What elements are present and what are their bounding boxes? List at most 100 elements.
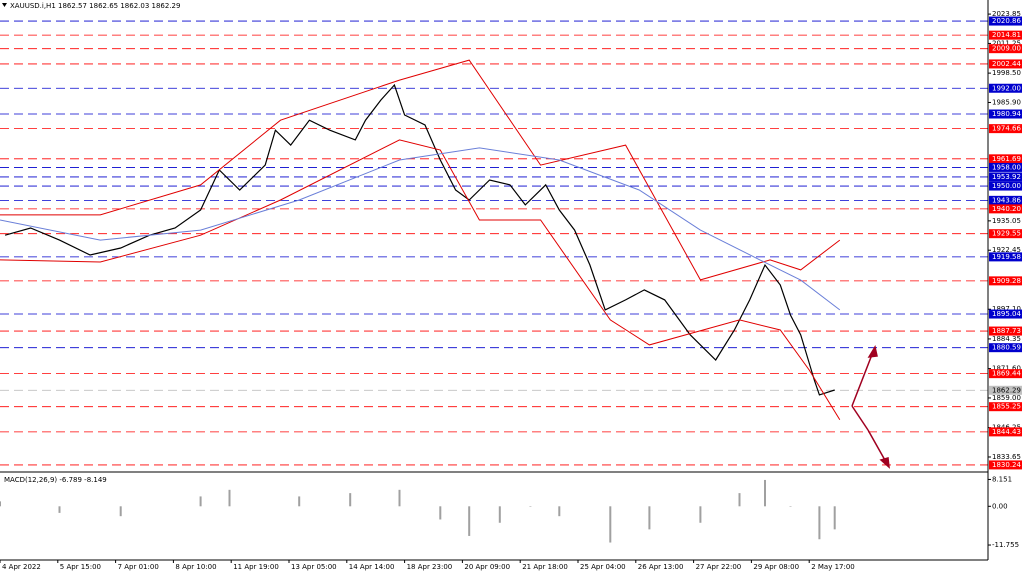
y-tick-label: 1871.60: [992, 365, 1021, 373]
macd-bar: [818, 506, 821, 540]
level-tag: [989, 154, 1022, 164]
arrow-down: [867, 429, 887, 463]
macd-bar: [789, 506, 792, 507]
x-tick-label: 4 Apr 2022: [2, 563, 41, 571]
level-tag: [989, 124, 1022, 134]
macd-bar: [609, 506, 612, 543]
level-tag: [989, 309, 1022, 319]
macd-bar: [119, 506, 122, 517]
x-tick-label: 27 Apr 22:00: [696, 563, 742, 571]
level-tag-label: 1844.43: [992, 428, 1021, 436]
level-tag: [989, 83, 1022, 93]
level-tag: [989, 181, 1022, 191]
level-tag-label: 2020.86: [992, 17, 1021, 25]
level-tag-label: 1862.29: [992, 386, 1021, 394]
level-tag: [989, 172, 1022, 182]
level-tag: [989, 229, 1022, 239]
level-tag: [989, 252, 1022, 262]
symbol-header: XAUUSD.i,H1 1862.57 1862.65 1862.03 1862…: [10, 2, 180, 10]
arrow-down: [851, 405, 869, 431]
macd-bar: [228, 489, 231, 507]
level-tag-label: 2002.44: [992, 60, 1021, 68]
level-tag-label: 1895.04: [992, 310, 1021, 318]
level-tag-label: 1830.24: [992, 461, 1021, 469]
x-tick-label: 18 Apr 23:00: [407, 563, 453, 571]
price-series: [0, 147, 841, 311]
y-tick-label: 2011.25: [992, 39, 1021, 47]
y-tick-label: 1897.10: [992, 305, 1021, 313]
macd-bar: [349, 493, 352, 507]
level-tag-label: 1919.58: [992, 253, 1021, 261]
y-tick-label: 2023.85: [992, 10, 1021, 18]
macd-bar: [199, 496, 202, 507]
level-tag-label: 1950.00: [992, 182, 1021, 190]
level-tag-label: 1929.55: [992, 230, 1021, 238]
macd-bar: [833, 506, 836, 530]
y-tick-label: 1859.00: [992, 394, 1021, 402]
x-tick-label: 20 Apr 09:00: [464, 563, 510, 571]
y-tick-label: 1884.35: [992, 335, 1021, 343]
level-tag-label: 1855.25: [992, 403, 1021, 411]
level-tag: [989, 44, 1022, 54]
level-tag-label: 2014.81: [992, 31, 1021, 39]
y-tick-label: 1998.50: [992, 69, 1021, 77]
x-tick-label: 7 Apr 01:00: [118, 563, 159, 571]
x-tick-label: 8 Apr 10:00: [175, 563, 216, 571]
macd-bar: [529, 506, 532, 507]
macd-bar: [398, 489, 401, 507]
header-icon: [2, 3, 7, 7]
x-tick-label: 14 Apr 14:00: [349, 563, 395, 571]
x-tick-label: 26 Apr 13:00: [638, 563, 684, 571]
price-series: [0, 59, 841, 281]
forecast-arrows: [851, 345, 890, 469]
level-tag: [989, 204, 1022, 214]
macd-bar: [0, 501, 1, 507]
arrow-up: [851, 351, 874, 407]
level-tag: [989, 427, 1022, 437]
level-tag: [989, 385, 1022, 395]
level-tag-label: 1953.92: [992, 173, 1021, 181]
level-tag-label: 2009.00: [992, 45, 1021, 53]
level-tag-label: 1992.00: [992, 84, 1021, 92]
price-series: [4, 83, 835, 396]
arrow-head: [867, 345, 878, 358]
level-tag: [989, 369, 1022, 379]
y-tick-label: 1935.05: [992, 217, 1021, 225]
level-tag-label: 1974.66: [992, 125, 1021, 133]
level-tag: [989, 162, 1022, 172]
level-tag-label: 1909.28: [992, 277, 1021, 285]
macd-bar: [439, 506, 442, 520]
macd-bar: [298, 496, 301, 507]
macd-bar: [699, 506, 702, 523]
level-tag-label: 1961.69: [992, 155, 1021, 163]
y-tick-label: -11.755: [992, 541, 1019, 549]
level-tag: [989, 109, 1022, 119]
level-tag: [989, 195, 1022, 205]
level-tag-label: 1880.59: [992, 344, 1021, 352]
macd-bar: [558, 506, 561, 517]
x-tick-label: 29 Apr 08:00: [753, 563, 799, 571]
level-tag-label: 1869.44: [992, 370, 1021, 378]
y-tick-label: 0.00: [992, 502, 1008, 510]
level-tag: [989, 326, 1022, 336]
arrow-head: [879, 457, 890, 469]
level-tag-label: 1943.86: [992, 196, 1021, 204]
level-tag-label: 1940.20: [992, 205, 1021, 213]
y-tick-label: 1922.45: [992, 246, 1021, 254]
y-tick-label: 1985.90: [992, 98, 1021, 106]
level-tag-label: 1887.73: [992, 327, 1021, 335]
macd-bar: [58, 506, 61, 513]
macd-bar: [648, 506, 651, 530]
level-tag: [989, 343, 1022, 353]
level-tag: [989, 30, 1022, 40]
x-tick-label: 2 May 17:00: [811, 563, 855, 571]
price-panel: [0, 59, 841, 421]
price-series: [0, 139, 841, 421]
x-tick-label: 25 Apr 04:00: [580, 563, 626, 571]
level-tag: [989, 402, 1022, 412]
x-tick-label: 5 Apr 15:00: [60, 563, 101, 571]
level-tag-label: 1958.00: [992, 163, 1021, 171]
macd-bar: [498, 506, 501, 523]
